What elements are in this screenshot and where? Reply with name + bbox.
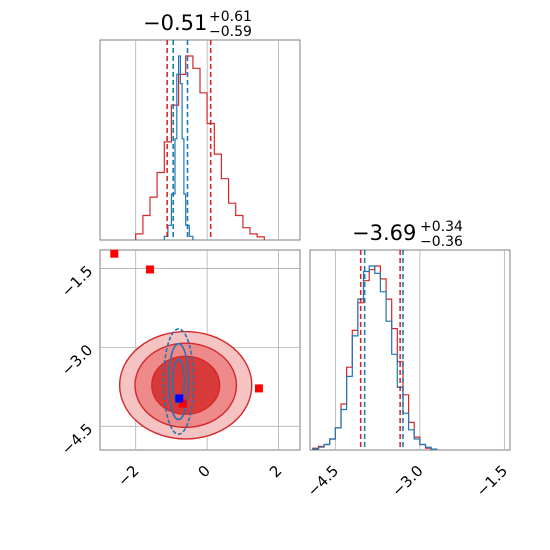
joint-panel: −2 0 2 −4.5 −3.0 −1.5 — [58, 249, 301, 490]
x-tick-label: 2 — [266, 462, 285, 481]
marginal-top-title-plus: +0.61 — [209, 9, 252, 25]
square-marker — [175, 394, 184, 403]
x-tick-label: −2 — [114, 462, 142, 490]
marginal-top-title-value: −0.51 — [143, 11, 207, 35]
x-tick-label: 0 — [194, 462, 213, 481]
marginal-top-series — [135, 55, 265, 240]
y-tick-label: −1.5 — [58, 262, 96, 300]
marginal-top-grid — [135, 40, 279, 240]
joint-contours — [118, 328, 253, 440]
marginal-right-title-minus: −0.36 — [420, 234, 463, 250]
marginal-right-title-plus: +0.34 — [420, 219, 463, 235]
x-tick-label: −3.0 — [388, 462, 426, 500]
square-marker — [110, 249, 119, 258]
square-marker — [146, 265, 154, 274]
y-tick-label: −4.5 — [58, 420, 96, 458]
joint-axes-frame — [99, 249, 301, 451]
histogram-series-1 — [163, 55, 194, 240]
joint-y-tick-labels: −4.5 −3.0 −1.5 — [58, 262, 96, 458]
square-marker — [178, 399, 187, 408]
marginal-top-title: −0.51 — [143, 11, 207, 35]
blue-contour-level-2 — [172, 358, 186, 405]
blue-contour-level-1 — [167, 342, 190, 421]
marginal-right-grid — [334, 250, 505, 450]
marginal-top-title-minus: −0.59 — [209, 24, 252, 40]
square-marker — [254, 384, 263, 393]
marginal-right-series — [312, 265, 438, 450]
marginal-panel-top: −0.51 +0.61 −0.59 — [99, 9, 301, 241]
y-tick-label: −3.0 — [58, 341, 96, 379]
marginal-right-axes-frame — [309, 249, 511, 451]
x-tick-label: −4.5 — [304, 462, 342, 500]
joint-x-tick-labels: −2 0 2 — [114, 462, 285, 490]
marginal-right-x-tick-labels: −4.5 −3.0 −1.5 — [304, 462, 512, 500]
marginal-right-title: −3.69 — [352, 221, 416, 245]
marginal-top-quantiles — [166, 40, 212, 240]
histogram-series-0 — [135, 55, 265, 240]
joint-markers — [110, 249, 263, 408]
histogram-series-1 — [312, 265, 438, 450]
marginal-panel-right: −4.5 −3.0 −1.5 −3.69 +0.34 −0.36 — [304, 219, 512, 500]
histogram-series-0 — [312, 265, 432, 450]
marginal-right-quantiles — [359, 250, 404, 450]
marginal-top-axes-frame — [99, 39, 301, 241]
x-tick-label: −1.5 — [473, 462, 511, 500]
marginal-right-title-value: −3.69 — [352, 221, 416, 245]
blue-contour-level-0 — [162, 328, 195, 436]
